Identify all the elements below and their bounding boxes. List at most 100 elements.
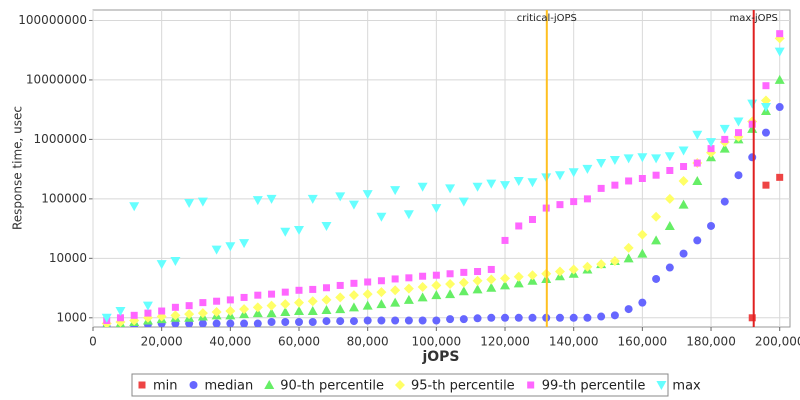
- point: [294, 297, 305, 308]
- point: [253, 319, 262, 327]
- point: [377, 316, 386, 325]
- point: [184, 309, 195, 320]
- point: [364, 278, 372, 286]
- point: [473, 314, 482, 323]
- point: [156, 260, 167, 270]
- y-axis-title: Response time, usec: [11, 106, 25, 230]
- point: [568, 264, 579, 275]
- point: [609, 256, 620, 267]
- point: [213, 297, 221, 305]
- point: [363, 316, 372, 325]
- point: [720, 197, 729, 206]
- reference-label: max-jOPS: [729, 13, 777, 24]
- point: [693, 159, 701, 167]
- point: [664, 152, 675, 162]
- y-tick-label: 100000000: [18, 13, 87, 27]
- point: [362, 300, 373, 310]
- point: [472, 182, 483, 192]
- point: [280, 227, 291, 237]
- point: [486, 179, 497, 189]
- point: [611, 181, 619, 189]
- point: [692, 130, 703, 140]
- point: [748, 120, 756, 128]
- point: [678, 146, 689, 156]
- point: [362, 190, 373, 200]
- point: [294, 306, 305, 316]
- point: [432, 316, 441, 325]
- point: [528, 215, 536, 223]
- point: [142, 301, 153, 311]
- point: [678, 199, 689, 209]
- x-tick-label: 200,000: [755, 335, 800, 349]
- point: [623, 154, 634, 164]
- point: [679, 249, 688, 258]
- point: [624, 305, 633, 314]
- point: [115, 307, 126, 317]
- point: [197, 308, 208, 319]
- point: [665, 263, 674, 272]
- point: [336, 317, 345, 326]
- point: [583, 313, 592, 322]
- x-tick-label: 0: [89, 335, 97, 349]
- point: [556, 201, 564, 209]
- point: [721, 135, 729, 143]
- legend-label: max: [672, 379, 701, 394]
- point: [184, 199, 195, 209]
- point: [637, 248, 648, 258]
- point: [266, 300, 277, 311]
- y-tick-label: 100000: [41, 191, 87, 205]
- point: [239, 239, 250, 249]
- x-tick-label: 180,000: [686, 335, 736, 349]
- point: [376, 287, 387, 298]
- legend-swatch: [656, 381, 667, 390]
- point: [625, 177, 633, 185]
- point: [458, 286, 469, 296]
- point: [623, 253, 634, 263]
- x-tick-label: 40,000: [209, 335, 251, 349]
- legend-swatch: [138, 381, 146, 389]
- top-layer: critical-jOPS max-jOPS min median 90-th perc…: [138, 10, 778, 394]
- point: [569, 313, 578, 322]
- point: [295, 286, 303, 294]
- point: [445, 289, 456, 299]
- point: [417, 182, 428, 192]
- point: [776, 173, 784, 181]
- point: [390, 297, 401, 307]
- point: [597, 184, 605, 192]
- point: [240, 319, 249, 327]
- point: [403, 294, 414, 304]
- point: [747, 99, 758, 109]
- point: [582, 261, 593, 272]
- point: [568, 168, 579, 178]
- point: [417, 281, 428, 292]
- legend-swatch: [394, 380, 405, 390]
- point: [403, 210, 414, 220]
- point: [268, 290, 276, 298]
- point: [348, 302, 359, 312]
- x-tick-label: 140,000: [549, 335, 599, 349]
- point: [418, 316, 427, 325]
- point: [390, 285, 401, 296]
- point: [144, 309, 152, 317]
- point: [501, 236, 509, 244]
- point: [129, 202, 140, 212]
- point: [405, 274, 413, 282]
- point: [266, 308, 277, 318]
- point: [500, 273, 511, 284]
- point: [445, 184, 456, 194]
- point: [637, 153, 648, 163]
- point: [734, 129, 742, 137]
- point: [281, 288, 289, 296]
- point: [335, 304, 346, 314]
- point: [321, 294, 332, 305]
- point: [760, 103, 771, 113]
- point: [472, 284, 483, 294]
- point: [391, 316, 400, 325]
- point: [225, 242, 236, 252]
- point: [500, 280, 511, 290]
- legend-label: 90-th percentile: [280, 379, 384, 394]
- point: [170, 257, 181, 267]
- point: [446, 315, 455, 324]
- point: [527, 270, 538, 281]
- point: [101, 313, 112, 323]
